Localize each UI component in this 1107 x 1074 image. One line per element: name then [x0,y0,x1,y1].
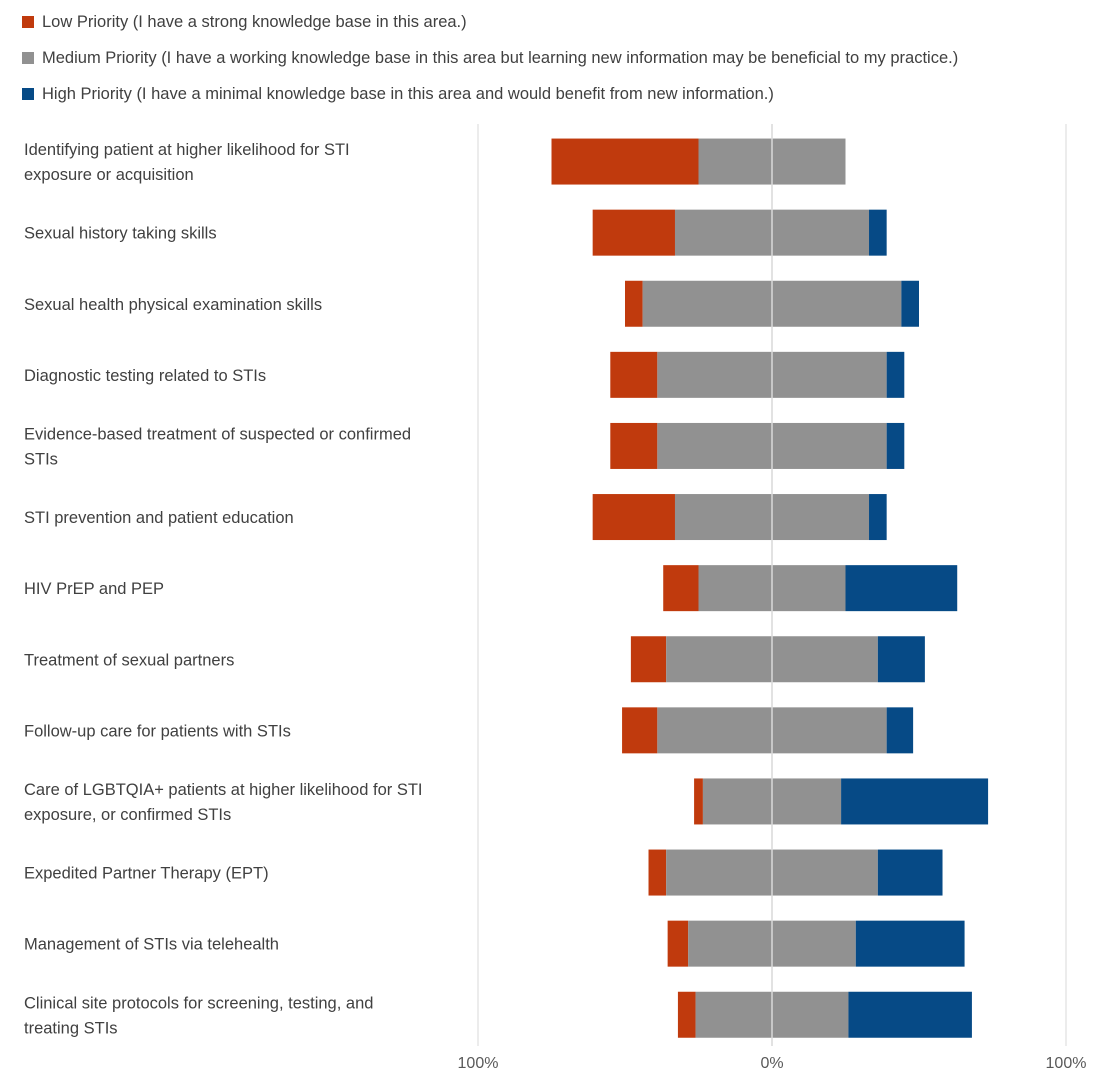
bar-low-0 [551,138,699,185]
bar-high-11 [855,920,965,967]
category-label-line: exposure, or confirmed STIs [24,806,231,824]
legend-item-medium: Medium Priority (I have a working knowle… [22,40,958,76]
category-label-line: Evidence-based treatment of suspected or… [24,425,411,443]
bar-low-2 [625,280,643,327]
bar-high-10 [877,849,943,896]
category-label-5: STI prevention and patient education [24,509,294,527]
category-label-line: exposure or acquisition [24,166,194,184]
tick-labels: 100% 0% 100% [458,1055,1087,1072]
category-label-line: Care of LGBTQIA+ patients at higher like… [24,781,423,799]
category-label-line: Sexual health physical examination skill… [24,296,322,314]
legend-swatch-high [22,88,34,100]
category-label-10: Expedited Partner Therapy (EPT) [24,865,269,883]
legend-swatch-low [22,16,34,28]
bar-low-4 [610,422,658,469]
category-label-line: Follow-up care for patients with STIs [24,722,291,740]
bar-low-12 [677,991,696,1038]
bar-low-7 [630,636,667,683]
category-label-7: Treatment of sexual partners [24,651,234,669]
category-label-12: Clinical site protocols for screening, t… [24,994,373,1037]
category-label-0: Identifying patient at higher likelihood… [24,141,350,184]
category-label-9: Care of LGBTQIA+ patients at higher like… [24,781,423,824]
legend-label-low: Low Priority (I have a strong knowledge … [42,12,467,31]
category-label-line: STIs [24,450,58,468]
category-label-line: HIV PrEP and PEP [24,580,164,598]
category-label-line: Treatment of sexual partners [24,651,234,669]
category-label-4: Evidence-based treatment of suspected or… [24,425,411,468]
bars [551,138,989,1038]
bar-high-7 [877,636,925,683]
bar-low-11 [667,920,689,967]
bar-low-3 [610,351,658,398]
x-tick-label-2: 100% [1046,1055,1087,1072]
x-tick-label-0: 100% [458,1055,499,1072]
legend-item-high: High Priority (I have a minimal knowledg… [22,76,958,112]
bar-high-5 [869,494,887,541]
category-label-3: Diagnostic testing related to STIs [24,367,266,385]
bar-high-4 [886,422,905,469]
legend-label-high: High Priority (I have a minimal knowledg… [42,84,774,103]
bar-high-8 [886,707,914,754]
bar-high-3 [886,351,905,398]
bar-low-5 [592,494,675,541]
category-labels: Identifying patient at higher likelihood… [24,141,423,1037]
category-label-line: treating STIs [24,1019,118,1037]
category-label-line: Sexual history taking skills [24,225,217,243]
bar-low-8 [622,707,658,754]
gridlines [477,124,1067,1046]
category-label-8: Follow-up care for patients with STIs [24,722,291,740]
category-label-1: Sexual history taking skills [24,225,217,243]
category-label-6: HIV PrEP and PEP [24,580,164,598]
bar-high-9 [841,778,989,825]
x-tick-label-1: 0% [760,1055,783,1072]
category-label-11: Management of STIs via telehealth [24,936,279,954]
bar-high-6 [845,565,958,612]
legend: Low Priority (I have a strong knowledge … [22,4,958,112]
category-label-line: Identifying patient at higher likelihood… [24,141,350,159]
category-label-line: Diagnostic testing related to STIs [24,367,266,385]
bar-high-2 [901,280,919,327]
bar-low-1 [592,209,675,256]
category-label-2: Sexual health physical examination skill… [24,296,322,314]
bar-high-12 [848,991,972,1038]
bar-low-10 [648,849,667,896]
bar-low-9 [694,778,703,825]
bar-low-6 [663,565,699,612]
category-label-line: Management of STIs via telehealth [24,936,279,954]
category-label-line: Clinical site protocols for screening, t… [24,994,373,1012]
category-label-line: STI prevention and patient education [24,509,294,527]
legend-swatch-medium [22,52,34,64]
legend-label-medium: Medium Priority (I have a working knowle… [42,48,959,67]
legend-item-low: Low Priority (I have a strong knowledge … [22,4,958,40]
bar-high-1 [869,209,887,256]
category-label-line: Expedited Partner Therapy (EPT) [24,865,269,883]
